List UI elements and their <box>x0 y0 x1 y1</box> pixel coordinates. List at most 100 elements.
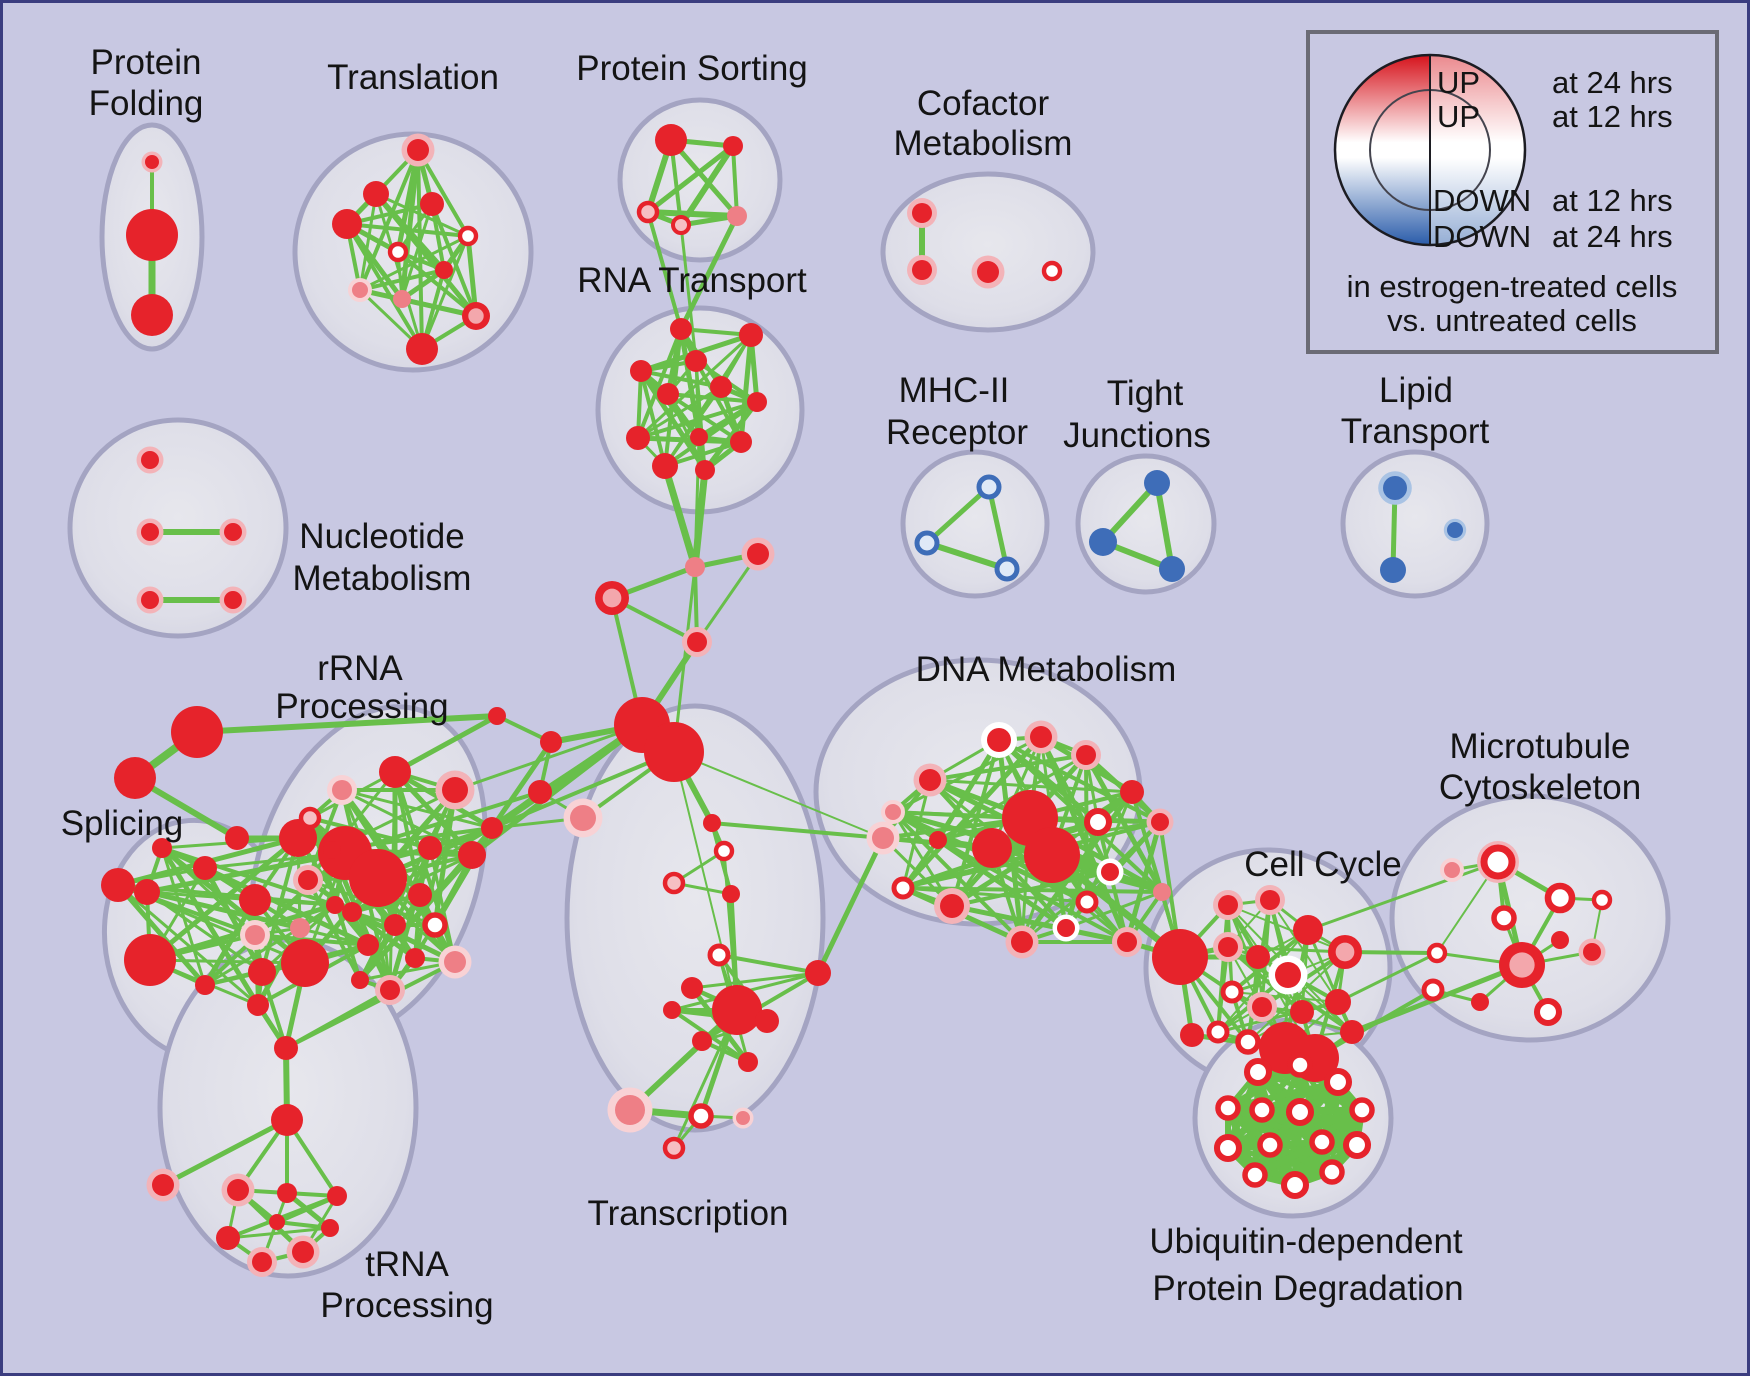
node-tr9 <box>393 290 411 308</box>
node-rt5 <box>710 376 732 398</box>
node-d16 <box>1075 890 1099 914</box>
edge-tx1-d0 <box>710 821 885 840</box>
node-d8 <box>934 888 970 924</box>
edge-sp4-sp9 <box>202 865 265 975</box>
node-tr4 <box>332 209 362 239</box>
node-sp11 <box>290 918 310 938</box>
node-cc16 <box>1340 1020 1364 1044</box>
node-rt7 <box>747 392 767 412</box>
edge-h1-rr2 <box>453 723 644 792</box>
cluster-ellipse-microtubule_cytoskeleton <box>1389 793 1671 1043</box>
node-pf1 <box>141 151 163 173</box>
cluster-ellipse-protein_sorting <box>617 97 783 263</box>
node-u5 <box>1342 1130 1372 1160</box>
node-sp9 <box>248 958 276 986</box>
node-cc11 <box>1325 989 1351 1015</box>
node-u3 <box>1323 1067 1353 1097</box>
edge-h2-rr18 <box>490 750 676 830</box>
node-d11 <box>972 828 1012 868</box>
node-nu5 <box>219 586 247 614</box>
node-tr11 <box>406 333 438 365</box>
edge-tr4-tr5 <box>345 222 470 238</box>
node-u13 <box>1309 1129 1335 1155</box>
node-d15 <box>1096 858 1124 886</box>
edge-tr7-tr8 <box>358 268 446 292</box>
node-u6 <box>1319 1159 1345 1185</box>
edge-tx2-tx5 <box>722 849 739 1012</box>
cluster-label-nucleotide_metabolism-line1: Nucleotide <box>299 517 464 556</box>
node-tx2 <box>713 840 735 862</box>
node-m7 <box>1471 993 1489 1011</box>
edge-d8-d19 <box>949 903 1130 945</box>
cluster-label-ubiquitin_degradation-line2: Protein Degradation <box>1152 1269 1463 1308</box>
node-tr10 <box>462 302 490 330</box>
node-rr7 <box>349 849 407 907</box>
node-cc4 <box>1328 935 1362 969</box>
edge-tr6-tr10 <box>396 250 478 318</box>
edge-f1-rr18 <box>489 739 554 831</box>
edge-cc3-m1 <box>1306 860 1500 932</box>
cluster-label-protein_sorting-line1: Protein Sorting <box>576 49 808 88</box>
node-d17 <box>1052 914 1080 942</box>
cluster-label-protein_folding-line2: Folding <box>89 84 204 123</box>
cluster-ellipse-mhc_ii_receptor <box>900 449 1050 599</box>
edge-d1-d6 <box>935 737 1002 843</box>
node-m2 <box>1544 882 1576 914</box>
node-rr5 <box>418 836 442 860</box>
edge-sp5-sp10 <box>159 845 308 966</box>
cluster-label-tight_junctions-line1: Tight <box>1107 374 1184 413</box>
node-u11 <box>1249 1097 1275 1123</box>
node-tn1 <box>274 1036 298 1060</box>
node-ps5 <box>727 206 747 226</box>
node-d7 <box>891 876 915 900</box>
cluster-label-dna_metabolism-line1: DNA Metabolism <box>916 650 1177 689</box>
node-rr18 <box>481 817 503 839</box>
node-sp16 <box>247 994 269 1016</box>
node-rr15 <box>405 948 425 968</box>
edge-d13-b1 <box>1130 790 1182 959</box>
edge-rt7-rt8 <box>636 400 759 440</box>
node-tx11 <box>738 1052 758 1072</box>
node-d0 <box>866 821 900 855</box>
node-rr1 <box>379 756 411 788</box>
node-tj1 <box>1144 470 1170 496</box>
node-rr11 <box>323 841 341 859</box>
node-tg2 <box>114 757 156 799</box>
edge-ps1-ps5 <box>668 137 740 219</box>
node-d3 <box>1071 740 1101 770</box>
node-cc7 <box>1268 955 1308 995</box>
legend-time-4: at 24 hrs <box>1552 219 1673 254</box>
node-tn2 <box>271 1104 303 1136</box>
edge-cc8-cc11 <box>1231 991 1339 1003</box>
node-m1 <box>1477 841 1519 883</box>
node-cc3 <box>1293 915 1323 945</box>
cluster-label-rrna_processing-line1: rRNA <box>317 649 403 688</box>
node-sp14 <box>240 920 270 950</box>
edge-rt7-rt11 <box>663 400 759 468</box>
edge-sp5-sp12 <box>160 846 337 907</box>
node-m12 <box>1551 931 1569 949</box>
node-rt6 <box>657 383 679 405</box>
node-lp2 <box>1380 557 1406 583</box>
node-rt11 <box>652 453 678 479</box>
node-tx9 <box>805 960 831 986</box>
node-d18 <box>1005 925 1039 959</box>
node-rr16 <box>375 975 405 1005</box>
cluster-label-trna_processing-line2: Processing <box>320 1286 493 1325</box>
node-tj2 <box>1089 528 1117 556</box>
edge-ps2-ps5 <box>731 144 739 218</box>
node-rr6 <box>458 841 486 869</box>
edge-tx16-tx5 <box>672 1008 739 1150</box>
edge-tn7-tn10 <box>226 1226 332 1240</box>
node-tr2 <box>363 181 389 207</box>
node-tg1 <box>171 706 223 758</box>
edge-f4-rr1 <box>392 713 500 775</box>
edge-f2-sp1 <box>343 790 542 855</box>
node-tx1 <box>703 814 721 832</box>
cluster-label-translation-line1: Translation <box>327 58 499 97</box>
edge-tj1-tj3 <box>1154 480 1175 572</box>
node-sp15 <box>357 934 379 956</box>
cluster-label-microtubule_cytoskeleton-line1: Microtubule <box>1450 727 1631 766</box>
node-d2 <box>1024 720 1058 754</box>
